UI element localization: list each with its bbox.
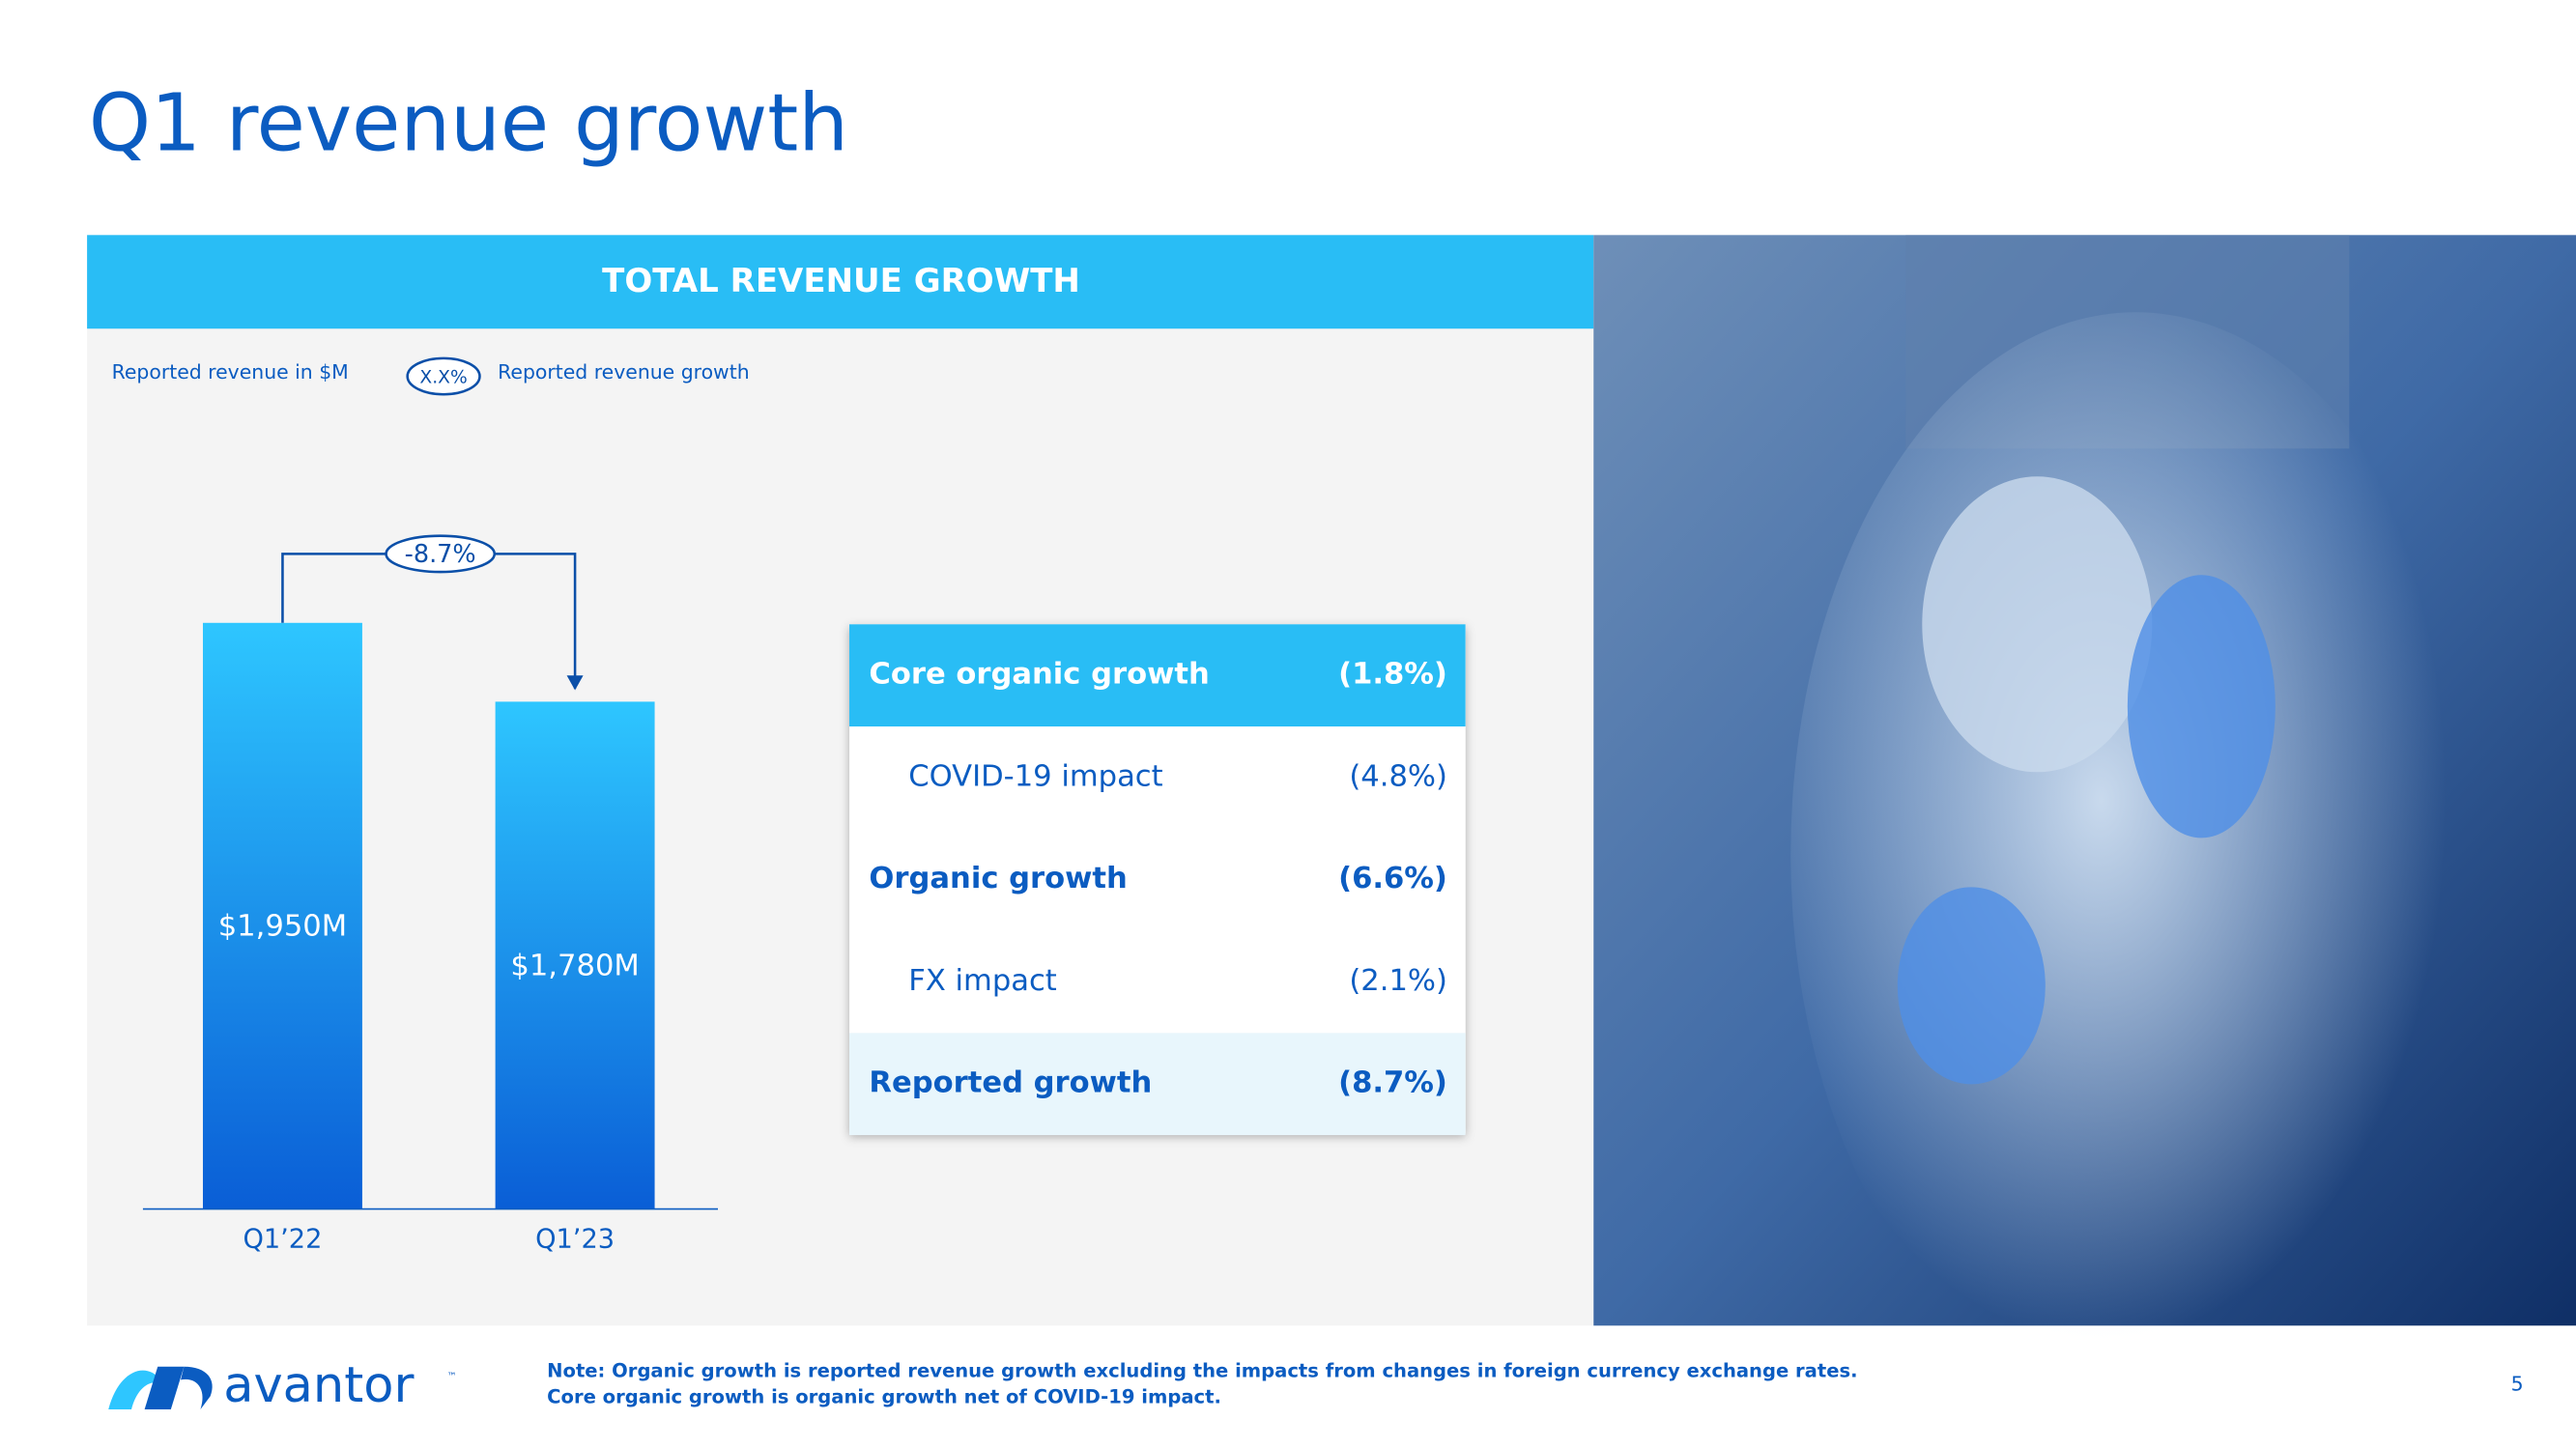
table-row-bg — [849, 1033, 1466, 1136]
arrow-head — [566, 675, 584, 691]
row-value: (8.7%) — [1338, 1066, 1447, 1100]
x-tick-label: Q1’23 — [535, 1224, 615, 1254]
row-label: Organic growth — [869, 862, 1127, 895]
photo-glove — [1897, 887, 2046, 1085]
panel-header — [87, 235, 1594, 329]
photo-glove — [2127, 575, 2275, 838]
slide-title: Q1 revenue growth — [89, 77, 848, 169]
row-label: FX impact — [908, 964, 1057, 998]
page-number: 5 — [2511, 1373, 2524, 1396]
value-label: $1,950M — [218, 910, 347, 944]
row-value: (4.8%) — [1349, 759, 1447, 793]
photo-figure — [1790, 312, 2481, 1397]
bar — [202, 622, 362, 1209]
row-label: COVID-19 impact — [908, 759, 1162, 793]
footnote: Core organic growth is organic growth ne… — [547, 1386, 1221, 1408]
row-value: (6.6%) — [1338, 862, 1447, 895]
row-label: Reported growth — [869, 1066, 1152, 1100]
legend-growth-symbol: X.X% — [419, 368, 467, 388]
bar — [495, 701, 655, 1209]
footnote: Note: Organic growth is reported revenue… — [547, 1359, 1857, 1381]
growth-ellipse — [385, 534, 497, 574]
x-tick-label: Q1’22 — [243, 1224, 322, 1254]
table-row-bg — [849, 624, 1466, 727]
legend-ellipse — [406, 356, 481, 396]
growth-label: -8.7% — [405, 540, 476, 569]
photo — [1593, 235, 2576, 1397]
photo-head — [1922, 476, 2153, 773]
row-value: (1.8%) — [1338, 658, 1447, 692]
logo-tm: ™ — [446, 1372, 456, 1382]
legend-revenue: Reported revenue in $M — [112, 360, 349, 384]
row-value: (2.1%) — [1349, 964, 1447, 998]
legend-growth: Reported revenue growth — [498, 360, 749, 384]
growth-table: Core organic growth (1.8%) COVID-19 impact… — [849, 624, 1466, 1136]
logo-text: avantor — [223, 1357, 414, 1414]
logo: avantor ™ — [108, 1357, 457, 1414]
row-label: Core organic growth — [869, 658, 1209, 692]
value-label: $1,780M — [510, 949, 639, 982]
panel-title: TOTAL REVENUE GROWTH — [602, 262, 1080, 300]
logo-mark — [181, 1366, 213, 1410]
bar-chart: $1,950M Q1’22 $1,780M Q1’23 -8.7% — [142, 534, 719, 1254]
